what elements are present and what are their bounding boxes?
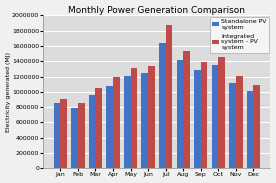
Bar [253,85,260,168]
Bar [95,88,102,168]
Bar [212,65,218,168]
Bar [148,66,155,168]
Bar [71,108,78,168]
Legend: Standalone PV
system, Integrated
system - PV
system: Standalone PV system, Integrated system … [210,17,269,53]
Bar [113,77,120,168]
Bar [60,99,67,168]
Bar [124,76,131,168]
Bar [89,95,95,168]
Bar [247,91,253,168]
Bar [78,102,84,168]
Bar [201,62,208,168]
Bar [236,76,243,168]
Bar [159,43,166,168]
Title: Monthly Power Generation Comparison: Monthly Power Generation Comparison [68,5,245,15]
Bar [183,51,190,168]
Bar [166,25,172,168]
Bar [194,70,201,168]
Bar [229,83,236,168]
Y-axis label: Electricity generated (MJ): Electricity generated (MJ) [6,52,10,132]
Bar [142,73,148,168]
Bar [131,68,137,168]
Bar [54,103,60,168]
Bar [106,86,113,168]
Bar [218,57,225,168]
Bar [177,60,183,168]
